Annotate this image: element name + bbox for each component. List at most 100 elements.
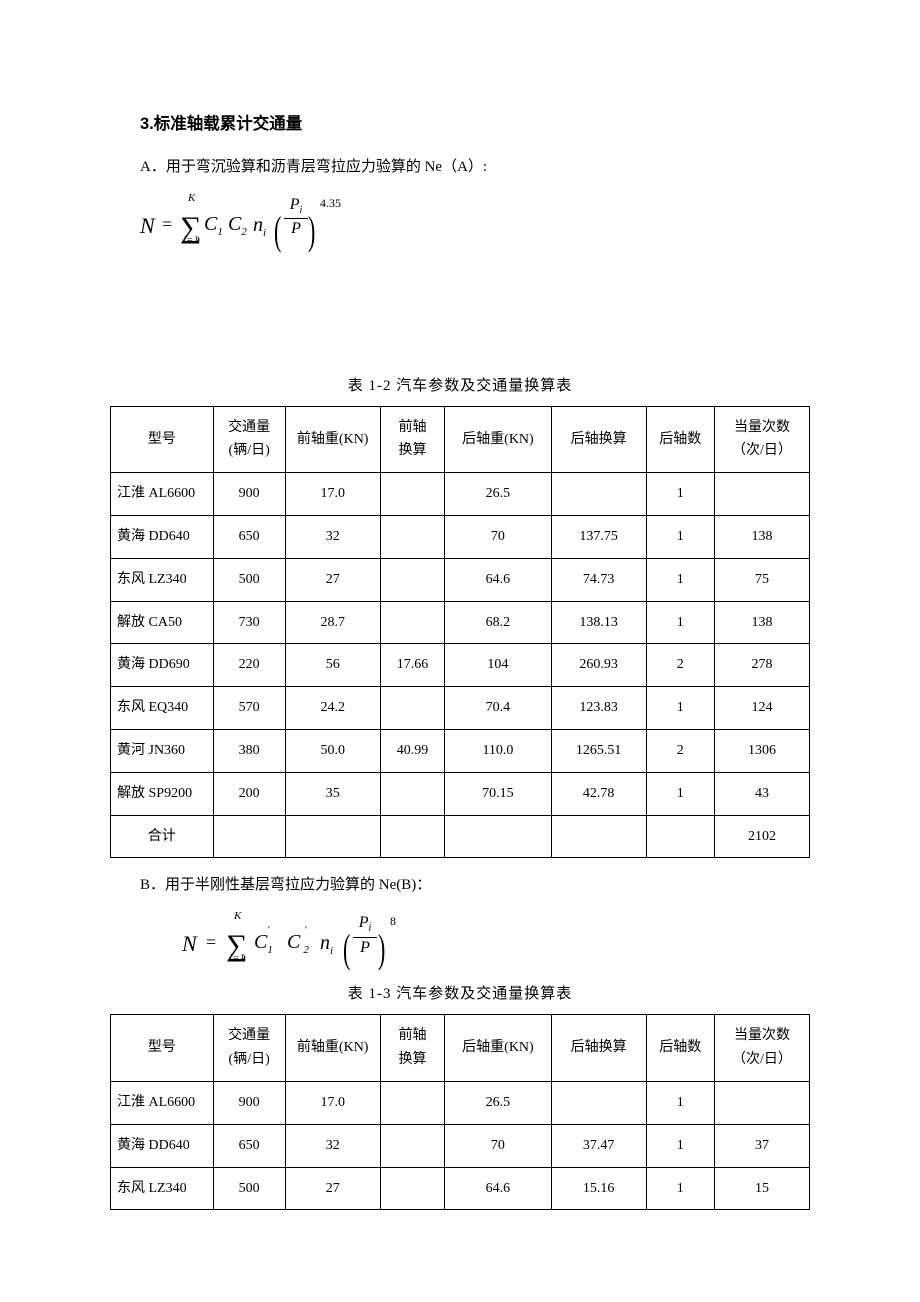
col-rearconv: 后轴换算 — [551, 1015, 646, 1082]
col-frontweight: 前轴重(KN) — [285, 1015, 380, 1082]
formula-N: N — [182, 924, 197, 964]
cell-traffic: 900 — [213, 473, 285, 516]
cell-front-conv — [380, 1082, 445, 1125]
cell-rear-conv — [551, 473, 646, 516]
sigma-bottom: i=1 — [183, 231, 199, 251]
cell-rear-count: 2 — [646, 644, 714, 687]
cell-rear-conv: 137.75 — [551, 516, 646, 559]
total-value: 2102 — [714, 815, 809, 858]
formula-c1: C'1 — [254, 924, 273, 961]
cell-rear-conv — [551, 1082, 646, 1125]
cell-equiv: 1306 — [714, 730, 809, 773]
cell-rear-conv: 74.73 — [551, 558, 646, 601]
formula-fraction: Pi P — [284, 197, 308, 237]
formula-c2: C2 — [228, 206, 247, 243]
cell-rear-conv: 1265.51 — [551, 730, 646, 773]
rparen-icon: ) — [308, 195, 315, 267]
cell-model: 江淮 AL6600 — [111, 473, 214, 516]
formula-eq: = — [162, 208, 172, 240]
cell-rear-weight: 70 — [445, 1124, 551, 1167]
formula-eq: = — [206, 926, 216, 958]
cell-rear-count: 1 — [646, 1167, 714, 1210]
cell-front-conv: 17.66 — [380, 644, 445, 687]
cell-rear-weight: 68.2 — [445, 601, 551, 644]
col-rearweight: 后轴重(KN) — [445, 1015, 551, 1082]
cell-model: 东风 LZ340 — [111, 1167, 214, 1210]
cell-front-conv: 40.99 — [380, 730, 445, 773]
subsection-b-text: B．用于半刚性基层弯拉应力验算的 Ne(B)： — [140, 872, 810, 899]
cell-rear-count: 1 — [646, 558, 714, 601]
formula-N: N — [140, 206, 155, 246]
cell-equiv: 43 — [714, 772, 809, 815]
cell-rear-count: 1 — [646, 601, 714, 644]
col-model: 型号 — [111, 1015, 214, 1082]
table-total-row: 合计 2102 — [111, 815, 810, 858]
col-rearcount: 后轴数 — [646, 406, 714, 473]
table-row: 东风 LZ3405002764.674.73175 — [111, 558, 810, 601]
cell-model: 黄海 DD640 — [111, 516, 214, 559]
cell-traffic: 650 — [213, 1124, 285, 1167]
sigma-bottom: i=1 — [229, 949, 245, 969]
cell-front-weight: 17.0 — [285, 1082, 380, 1125]
cell-rear-weight: 70.15 — [445, 772, 551, 815]
formula-exponent: 8 — [390, 911, 396, 933]
total-label: 合计 — [111, 815, 214, 858]
cell-rear-conv: 138.13 — [551, 601, 646, 644]
lparen-icon: ( — [343, 913, 350, 985]
cell-rear-conv: 37.47 — [551, 1124, 646, 1167]
cell-front-conv — [380, 1167, 445, 1210]
table-header-row: 型号 交通量(辆/日) 前轴重(KN) 前轴换算 后轴重(KN) 后轴换算 后轴… — [111, 406, 810, 473]
cell-front-weight: 28.7 — [285, 601, 380, 644]
cell-rear-count: 1 — [646, 1082, 714, 1125]
cell-rear-conv: 42.78 — [551, 772, 646, 815]
cell-rear-conv: 123.83 — [551, 687, 646, 730]
table-row: 黄海 DD6902205617.66104260.932278 — [111, 644, 810, 687]
cell-rear-count: 1 — [646, 516, 714, 559]
cell-model: 黄海 DD690 — [111, 644, 214, 687]
cell-model: 解放 CA50 — [111, 601, 214, 644]
cell-rear-weight: 70 — [445, 516, 551, 559]
table2-title: 表 1-3 汽车参数及交通量换算表 — [110, 981, 810, 1008]
cell-rear-conv: 15.16 — [551, 1167, 646, 1210]
cell-front-weight: 35 — [285, 772, 380, 815]
cell-equiv — [714, 1082, 809, 1125]
cell-rear-weight: 26.5 — [445, 473, 551, 516]
cell-rear-count: 1 — [646, 1124, 714, 1167]
cell-front-conv — [380, 558, 445, 601]
formula-exponent: 4.35 — [320, 193, 341, 215]
cell-front-conv — [380, 516, 445, 559]
cell-equiv: 278 — [714, 644, 809, 687]
subsection-a-text: A．用于弯沉验算和沥青层弯拉应力验算的 Ne（A）: — [140, 154, 810, 181]
table-row: 黄河 JN36038050.040.99110.01265.5121306 — [111, 730, 810, 773]
col-traffic: 交通量(辆/日) — [213, 406, 285, 473]
cell-rear-count: 2 — [646, 730, 714, 773]
formula-c2: C'2 — [287, 924, 309, 961]
sigma-top: K — [234, 907, 241, 927]
col-rearconv: 后轴换算 — [551, 406, 646, 473]
cell-rear-weight: 104 — [445, 644, 551, 687]
cell-front-conv — [380, 473, 445, 516]
cell-rear-weight: 26.5 — [445, 1082, 551, 1125]
cell-front-weight: 50.0 — [285, 730, 380, 773]
col-model: 型号 — [111, 406, 214, 473]
table-header-row: 型号 交通量(辆/日) 前轴重(KN) 前轴换算 后轴重(KN) 后轴换算 后轴… — [111, 1015, 810, 1082]
cell-rear-conv: 260.93 — [551, 644, 646, 687]
col-equiv: 当量次数（次/日） — [714, 406, 809, 473]
cell-rear-count: 1 — [646, 772, 714, 815]
formula-b: N = ∑ K i=1 C'1 C'2 ni ( Pi P ) 8 — [182, 909, 810, 963]
cell-front-conv — [380, 1124, 445, 1167]
cell-model: 黄河 JN360 — [111, 730, 214, 773]
col-frontconv: 前轴换算 — [380, 406, 445, 473]
cell-front-weight: 24.2 — [285, 687, 380, 730]
section-heading: 3.标准轴载累计交通量 — [140, 110, 810, 140]
cell-traffic: 900 — [213, 1082, 285, 1125]
cell-equiv: 138 — [714, 601, 809, 644]
table-row: 解放 CA5073028.768.2138.131138 — [111, 601, 810, 644]
cell-equiv: 124 — [714, 687, 809, 730]
col-rearweight: 后轴重(KN) — [445, 406, 551, 473]
cell-traffic: 650 — [213, 516, 285, 559]
sigma-top: K — [188, 189, 195, 209]
table1-title: 表 1-2 汽车参数及交通量换算表 — [110, 373, 810, 400]
table-row: 黄海 DD6406503270137.751138 — [111, 516, 810, 559]
formula-ni: ni — [320, 925, 333, 962]
